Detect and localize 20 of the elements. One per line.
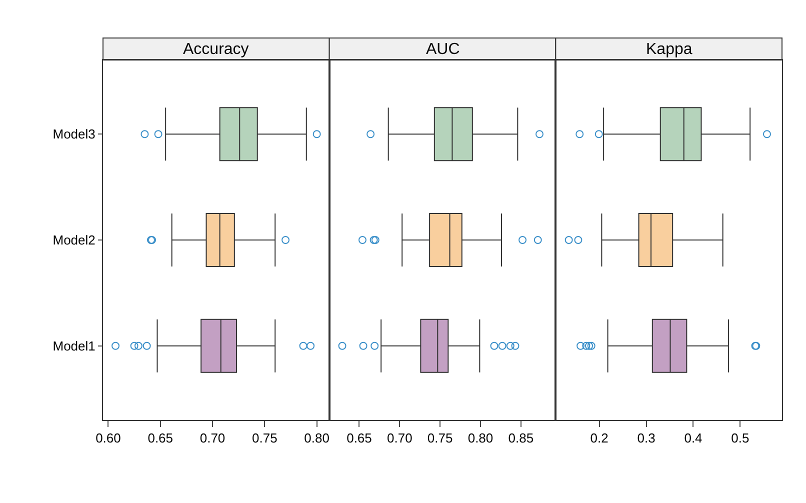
x-tick-label: 0.80 — [304, 430, 330, 446]
y-tick-label: Model2 — [52, 232, 96, 248]
x-tick-label: 0.75 — [427, 430, 453, 446]
x-tick-label: 0.4 — [684, 430, 702, 446]
x-tick-label: 0.60 — [96, 430, 121, 446]
y-tick-label: Model1 — [52, 338, 96, 354]
x-tick-label: 0.80 — [468, 430, 494, 446]
x-tick-label: 0.65 — [346, 430, 372, 446]
x-tick-label: 0.70 — [386, 430, 412, 446]
x-tick-label: 0.75 — [252, 430, 278, 446]
x-tick-label: 0.5 — [731, 430, 750, 446]
x-tick-label: 0.85 — [508, 430, 534, 446]
x-tick-label: 0.65 — [148, 430, 174, 446]
x-tick-label: 0.3 — [637, 430, 656, 446]
x-tick-label: 0.70 — [200, 430, 226, 446]
chart-title: Kappa — [646, 41, 692, 58]
x-tick-label: 0.2 — [590, 430, 608, 446]
chart-title: AUC — [426, 41, 460, 58]
chart-title: Accuracy — [183, 41, 249, 58]
y-tick-label: Model3 — [52, 126, 96, 142]
